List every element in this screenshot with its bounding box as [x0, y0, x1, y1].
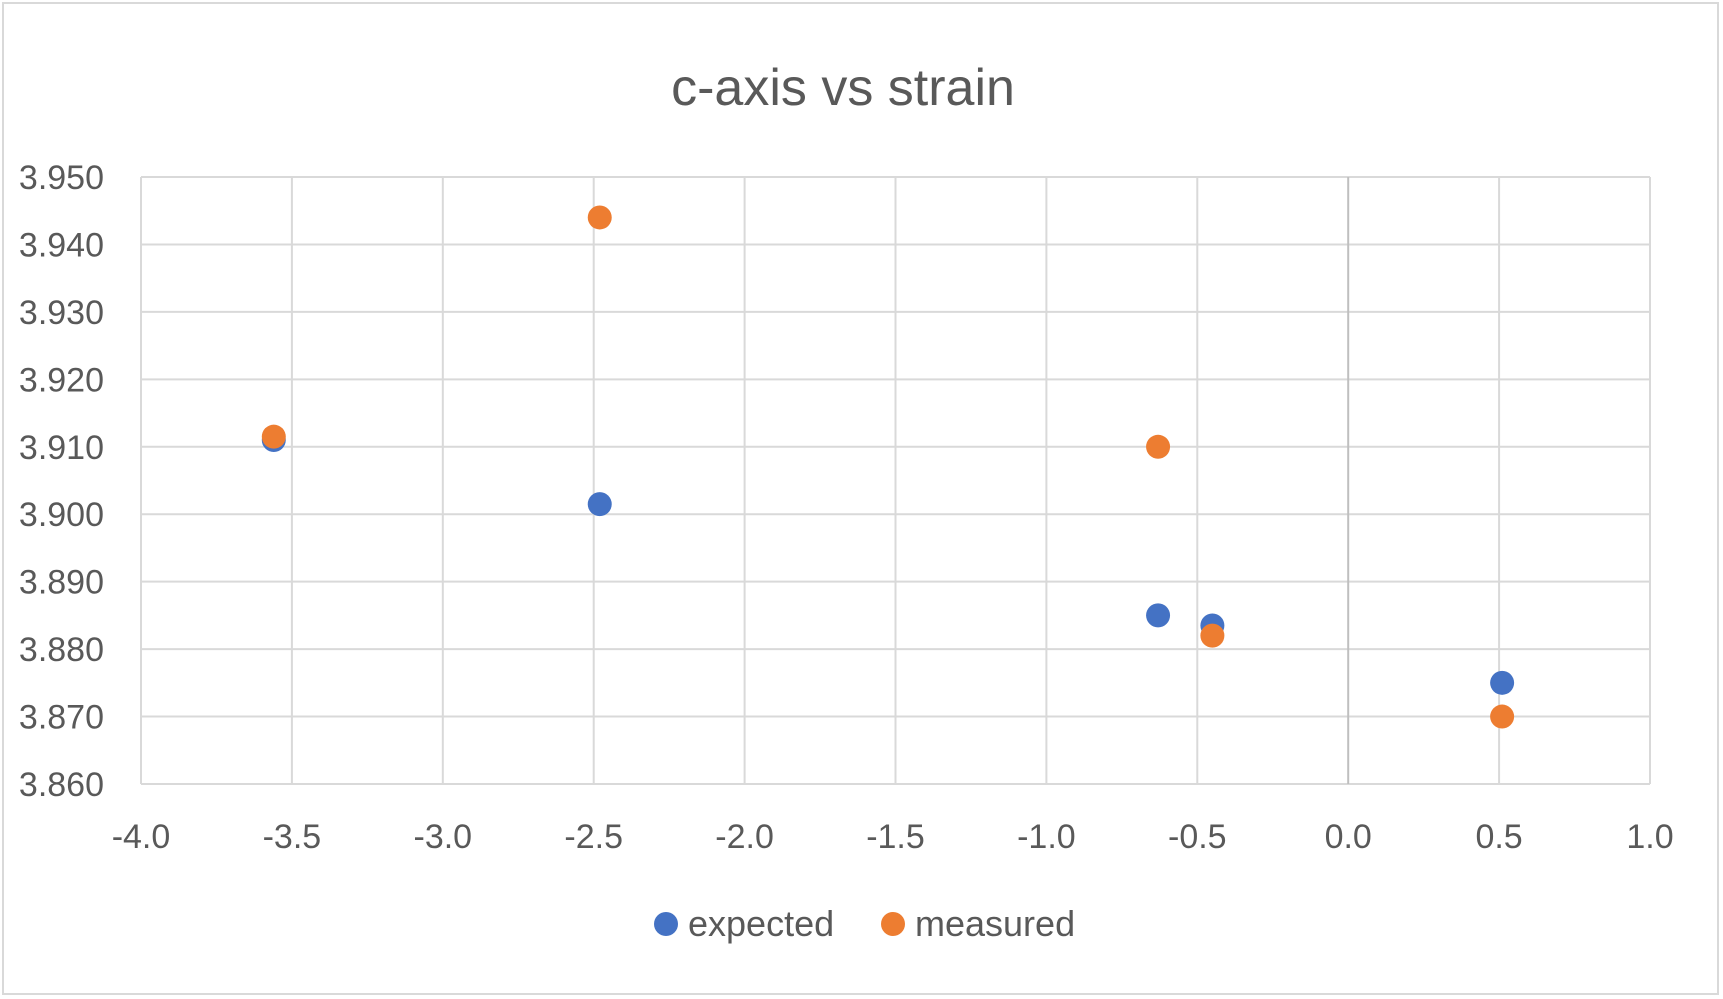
point-measured — [1146, 434, 1171, 459]
data-points — [261, 205, 1515, 729]
x-tick-label: -3.5 — [263, 818, 322, 856]
x-tick-label: -2.0 — [715, 818, 774, 856]
y-tick-label: 3.930 — [19, 294, 104, 332]
point-measured — [587, 205, 612, 230]
y-tick-label: 3.860 — [19, 766, 104, 804]
x-tick-label: 1.0 — [1626, 818, 1673, 856]
point-expected — [587, 492, 612, 517]
x-tick-label: -2.5 — [564, 818, 623, 856]
chart-title: c-axis vs strain — [671, 59, 1015, 117]
point-expected — [1146, 603, 1171, 628]
y-axis-tick-labels: 3.860 3.870 3.880 3.890 3.900 3.910 3.920 3.930… — [19, 159, 104, 804]
x-tick-label: 0.0 — [1325, 818, 1372, 856]
x-tick-label: -1.5 — [866, 818, 925, 856]
point-measured — [261, 424, 286, 449]
y-tick-label: 3.940 — [19, 226, 104, 264]
gridlines — [140, 176, 1651, 785]
y-tick-label: 3.870 — [19, 699, 104, 737]
y-tick-label: 3.900 — [19, 496, 104, 534]
y-tick-label: 3.950 — [19, 159, 104, 197]
x-tick-label: -1.0 — [1017, 818, 1076, 856]
x-tick-label: -3.0 — [414, 818, 473, 856]
y-tick-label: 3.920 — [19, 361, 104, 399]
legend-label-expected: expected — [688, 903, 834, 944]
point-measured — [1490, 704, 1515, 729]
x-tick-label: 0.5 — [1475, 818, 1522, 856]
point-expected — [1490, 670, 1515, 695]
legend-marker-measured — [881, 912, 905, 936]
x-tick-label: -0.5 — [1168, 818, 1227, 856]
legend-label-measured: measured — [915, 903, 1075, 944]
x-tick-label: -4.0 — [112, 818, 171, 856]
point-measured — [1200, 623, 1225, 648]
x-axis-tick-labels: -4.0 -3.5 -3.0 -2.5 -2.0 -1.5 -1.0 -0.5 0.0 0.5 1.… — [112, 818, 1674, 856]
y-tick-label: 3.880 — [19, 631, 104, 669]
y-tick-label: 3.910 — [19, 429, 104, 467]
y-tick-label: 3.890 — [19, 564, 104, 602]
legend: expected measured — [654, 903, 1075, 944]
legend-marker-expected — [654, 912, 678, 936]
